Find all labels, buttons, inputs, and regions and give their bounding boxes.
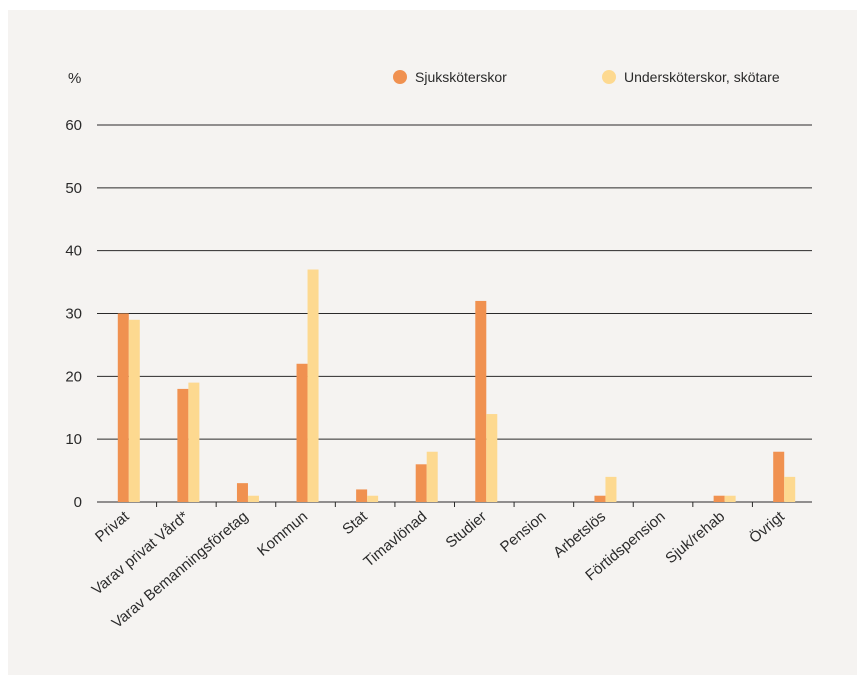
- x-tick-label-5: Timavlönad: [360, 508, 430, 571]
- x-tick-label-10: Sjuk/rehab: [662, 508, 728, 567]
- bar-s1-10: [713, 495, 725, 502]
- x-tick-label-11: Övrigt: [746, 507, 789, 547]
- bar-s1-5: [415, 464, 427, 502]
- y-axis: 0 10 20 30 40 50 60: [65, 117, 82, 511]
- legend-label-1: Sjuksköterskor: [415, 69, 507, 85]
- x-tick-label-0: Privat: [92, 508, 133, 546]
- bars: [117, 269, 796, 502]
- y-tick-label-0: 0: [74, 494, 82, 511]
- y-tick-label-10: 10: [65, 431, 82, 448]
- y-tick-label-60: 60: [65, 117, 82, 134]
- bar-s2-10: [724, 495, 736, 502]
- legend-swatch-1: [393, 70, 407, 84]
- bar-s1-2: [236, 483, 248, 502]
- bar-s1-3: [296, 363, 308, 502]
- y-tick-label-40: 40: [65, 243, 82, 260]
- bar-s1-11: [773, 451, 785, 502]
- bar-s1-6: [475, 300, 487, 502]
- x-tick-label-8: Arbetslös: [550, 508, 609, 561]
- x-tick-label-4: Stat: [339, 508, 371, 539]
- y-unit-label: %: [68, 70, 81, 87]
- x-tick-label-6: Studier: [443, 508, 490, 552]
- bar-s2-4: [367, 495, 379, 502]
- chart-panel: [8, 10, 857, 675]
- bar-s1-0: [117, 313, 129, 502]
- bar-s2-5: [426, 451, 438, 502]
- y-tick-label-20: 20: [65, 368, 82, 385]
- gridlines: [97, 124, 812, 503]
- bar-s1-8: [594, 495, 606, 502]
- bar-s2-0: [128, 319, 140, 502]
- bar-s2-2: [247, 495, 259, 502]
- y-tick-label-30: 30: [65, 306, 82, 323]
- legend-swatch-2: [602, 70, 616, 84]
- bar-s2-3: [307, 269, 319, 502]
- legend: Sjuksköterskor Undersköterskor, skötare: [393, 69, 780, 85]
- legend-label-2: Undersköterskor, skötare: [624, 69, 780, 85]
- bar-s2-11: [784, 476, 796, 502]
- x-tick-label-3: Kommun: [254, 508, 311, 560]
- bar-s2-8: [605, 476, 617, 502]
- bar-s1-4: [356, 489, 368, 502]
- bar-s2-6: [486, 414, 498, 502]
- bar-s1-1: [177, 388, 189, 502]
- x-tick-label-7: Pension: [497, 508, 549, 556]
- bar-s2-1: [188, 382, 200, 502]
- y-tick-label-50: 50: [65, 180, 82, 197]
